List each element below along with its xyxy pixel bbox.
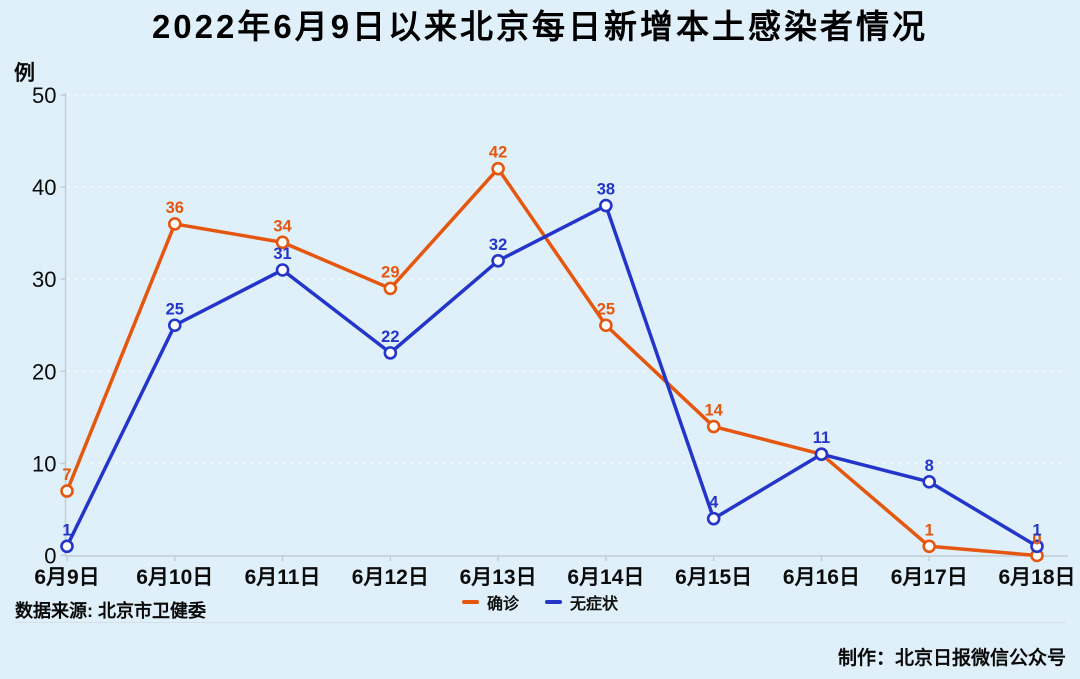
data-label: 1 (1032, 521, 1041, 539)
data-label: 14 (704, 402, 723, 420)
data-label: 32 (489, 236, 507, 254)
x-tick-label: 6月10日 (136, 566, 213, 589)
x-tick-label: 6月11日 (245, 566, 321, 589)
data-label: 42 (489, 144, 507, 162)
data-point (60, 539, 74, 554)
y-axis-unit-label: 例 (14, 61, 35, 85)
y-tick-label: 20 (32, 359, 56, 384)
y-tick-label: 30 (32, 267, 56, 292)
credit-label: 制作：北京日报微信公众号 (837, 648, 1066, 669)
data-label: 0 (1032, 531, 1041, 549)
data-label: 8 (925, 457, 934, 475)
data-point (491, 253, 505, 268)
data-label: 22 (381, 328, 399, 346)
data-point (599, 198, 613, 213)
axes (60, 93, 1068, 561)
data-point (706, 419, 721, 434)
legend-item-1: 无症状 (545, 590, 618, 614)
data-label: 7 (62, 466, 71, 484)
legend-label: 确诊 (486, 596, 519, 613)
data-label: 38 (597, 181, 615, 199)
series-line (65, 203, 1039, 549)
chart-legend: 确诊 无症状 (0, 590, 1080, 614)
data-point (922, 475, 937, 489)
data-point (491, 161, 505, 176)
x-tick-label: 6月17日 (891, 566, 968, 589)
series-line (65, 166, 1039, 558)
data-point (706, 511, 721, 526)
data-label: 11 (813, 429, 830, 447)
legend-dash-icon (461, 600, 479, 604)
x-tick-label: 6月18日 (998, 566, 1075, 589)
data-point (167, 217, 182, 231)
y-tick-label: 0 (44, 544, 56, 569)
footer-divider (15, 622, 1066, 623)
legend-label: 无症状 (570, 596, 619, 613)
data-point (383, 346, 398, 360)
chart-title: 2022年6月9日以来北京每日新增本土感染者情况 (151, 8, 929, 45)
data-label: 36 (166, 199, 184, 217)
y-tick-label: 50 (32, 83, 56, 108)
legend-item-0: 确诊 (461, 590, 519, 614)
x-tick-label: 6月12日 (352, 566, 429, 589)
series-1-value-labels: 1 25 31 22 32 38 4 11 8 1 (62, 181, 1041, 540)
gridlines (67, 94, 1068, 465)
data-label: 25 (597, 300, 615, 318)
data-point (922, 539, 937, 554)
data-point (60, 484, 74, 498)
x-tick-label: 6月14日 (567, 566, 644, 589)
data-source-label: 数据来源: 北京市卫健委 (15, 601, 206, 621)
x-tick-label: 6月15日 (675, 566, 752, 589)
data-label: 4 (709, 494, 719, 512)
data-label: 1 (925, 521, 934, 539)
data-label: 31 (273, 245, 291, 263)
series-0 (60, 161, 1044, 563)
data-point (1030, 539, 1044, 554)
series-1 (60, 198, 1044, 554)
data-label: 25 (166, 300, 184, 318)
data-label: 34 (273, 217, 292, 235)
data-point (814, 447, 829, 461)
data-point (167, 318, 182, 333)
y-tick-label: 10 (32, 451, 56, 476)
data-label: 29 (381, 263, 399, 281)
data-point (383, 281, 398, 296)
data-label: 1 (62, 521, 71, 539)
data-point (599, 318, 613, 333)
x-tick-label: 6月9日 (34, 566, 99, 589)
legend-dash-icon (545, 600, 562, 604)
data-point (275, 263, 290, 277)
y-tick-label: 40 (32, 175, 56, 200)
x-tick-label: 6月13日 (460, 566, 537, 589)
data-point (275, 235, 290, 250)
x-tick-label: 6月16日 (783, 566, 860, 589)
